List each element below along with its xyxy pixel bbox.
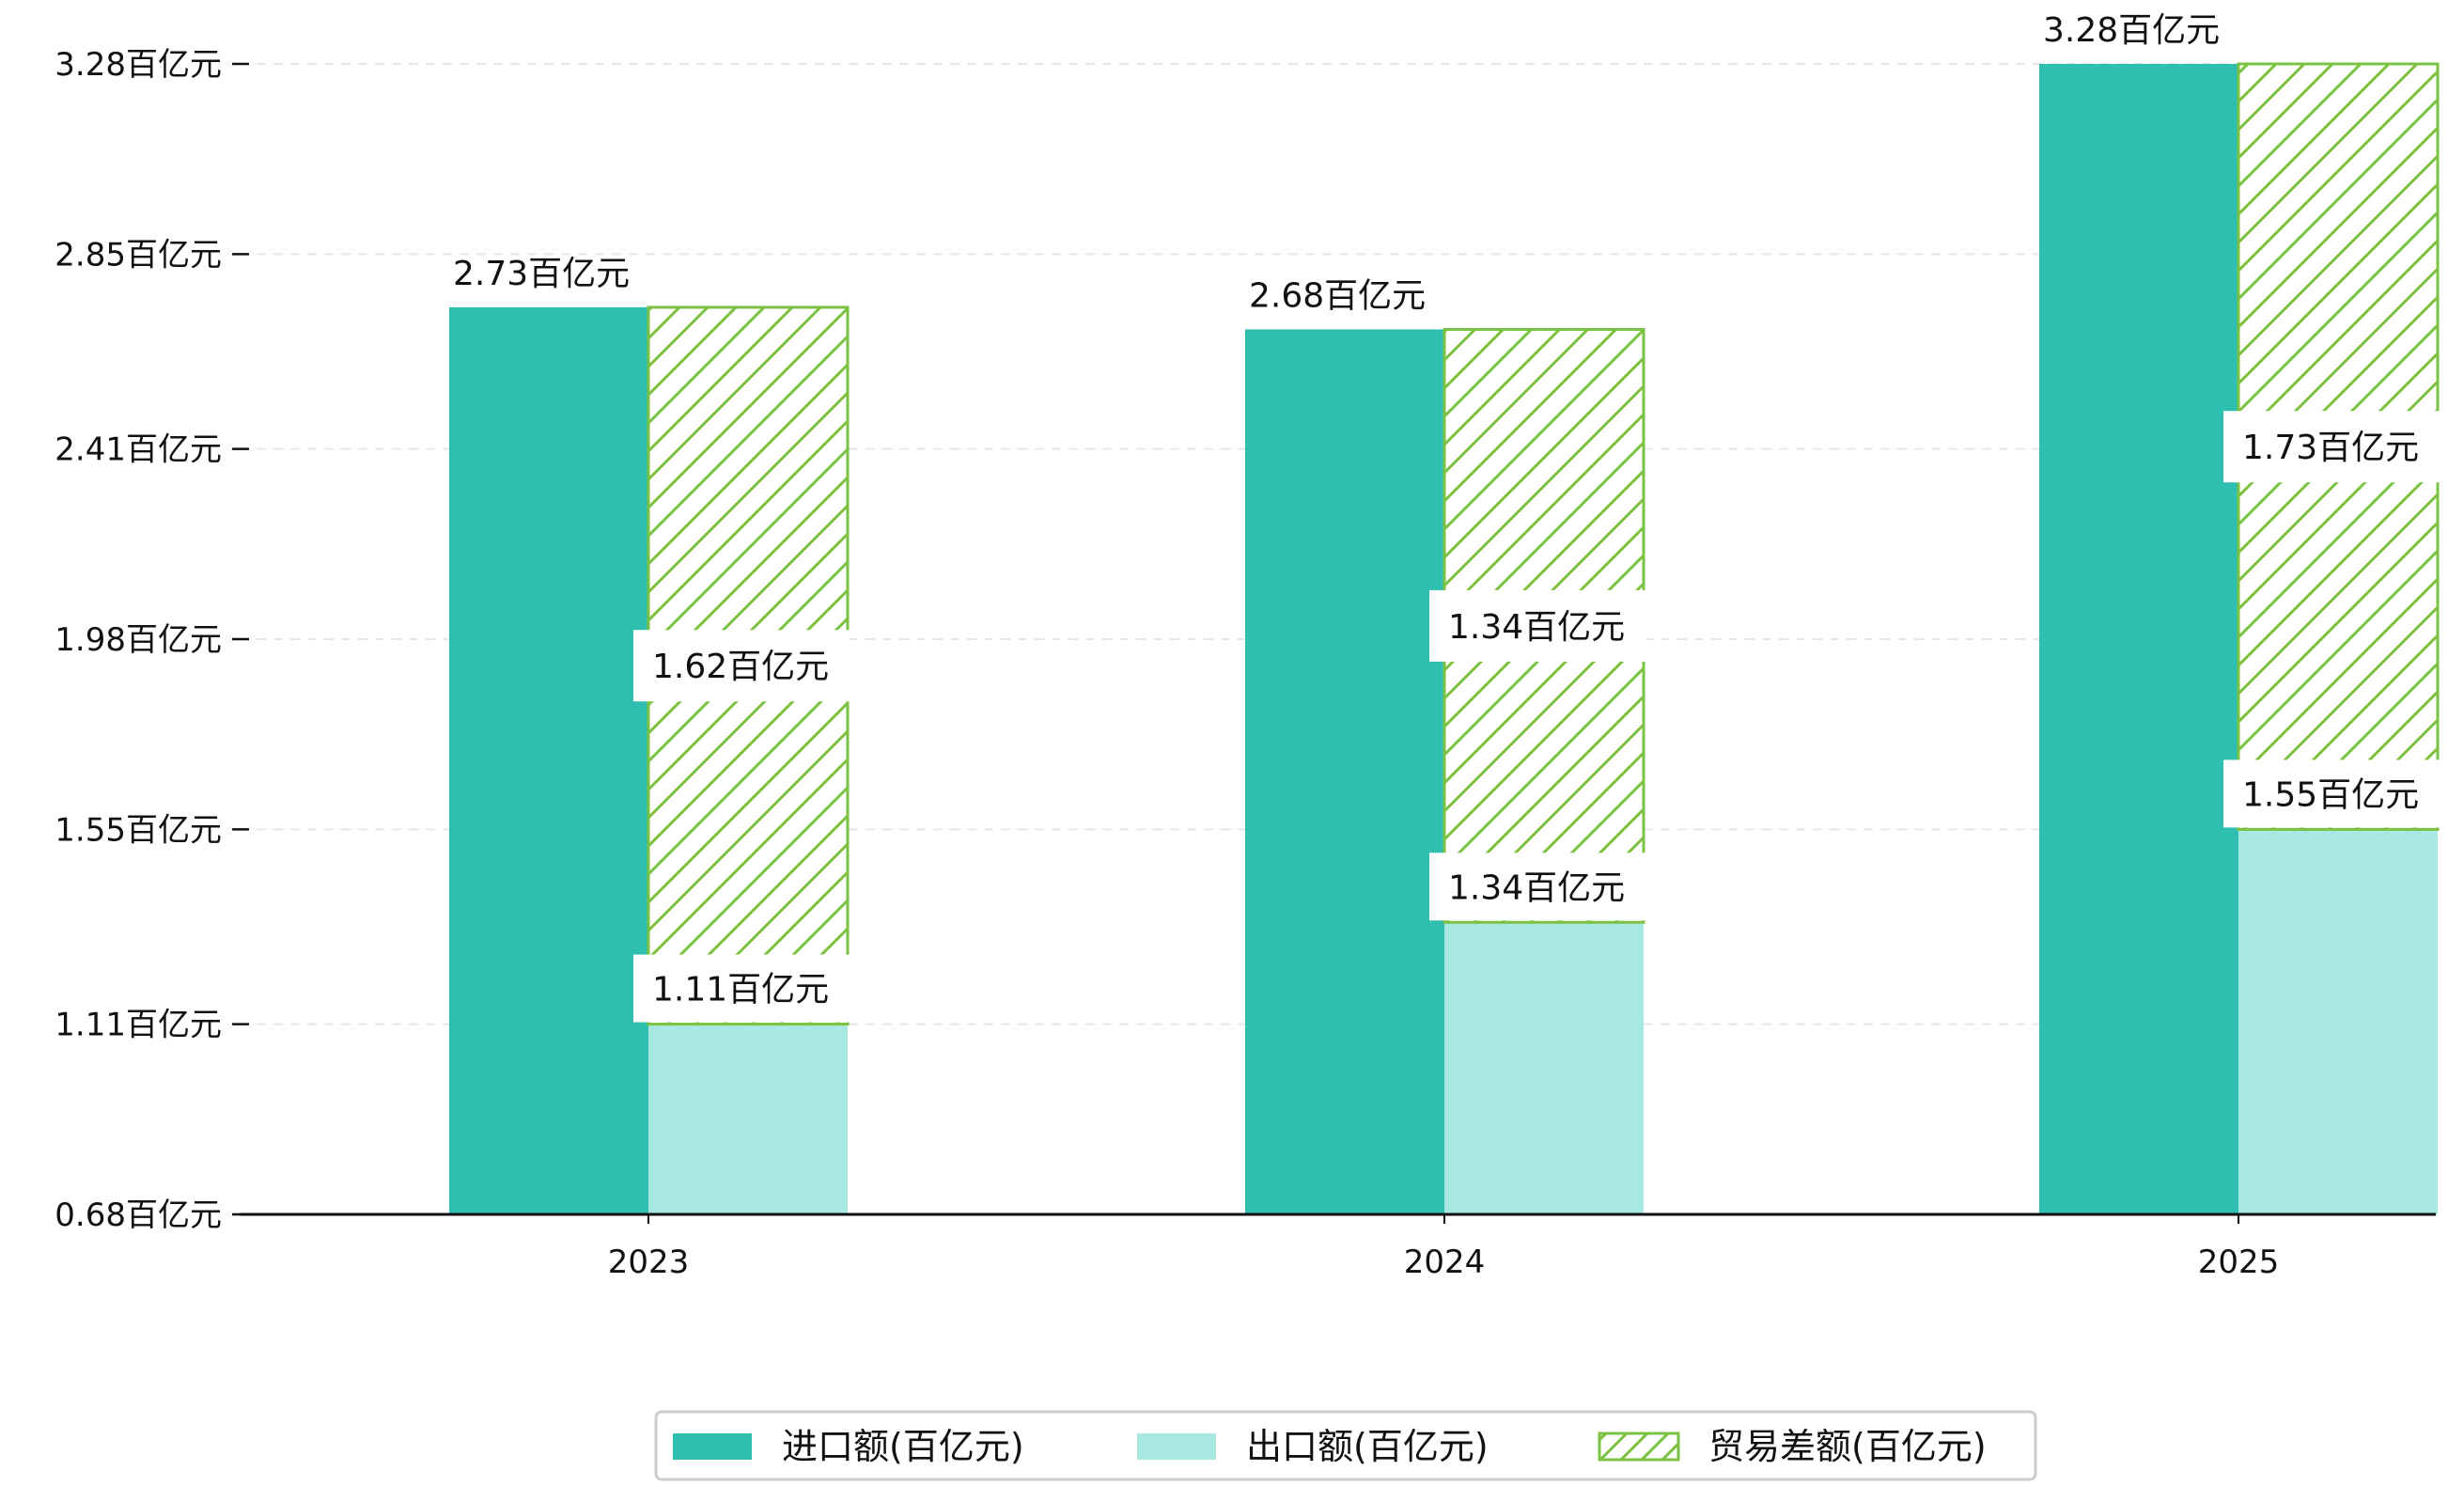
x-axis: 2023 2024 2025 [240, 1213, 2436, 1281]
export-label-box [1429, 853, 1645, 921]
legend: 进口额(百亿元) 出口额(百亿元) 贸易差额(百亿元) [654, 1410, 2037, 1481]
import-value-label: 3.28百亿元 [2043, 11, 2220, 50]
balance-label-box [1429, 589, 1645, 662]
export-value-label: 1.55百亿元 [2242, 775, 2419, 814]
export-bar [648, 1024, 848, 1214]
y-tick-label: 1.55百亿元 [55, 811, 222, 849]
balance-value-label: 1.73百亿元 [2242, 429, 2419, 467]
y-tick-label: 3.28百亿元 [55, 46, 222, 84]
y-tick-label: 1.11百亿元 [55, 1007, 222, 1044]
y-tick-label: 2.41百亿元 [55, 431, 222, 469]
balance-value-label: 1.62百亿元 [652, 648, 829, 686]
export-bar [1444, 922, 1644, 1214]
legend-label-export: 出口额(百亿元) [1246, 1426, 1489, 1467]
x-tick-label: 2024 [1404, 1244, 1486, 1281]
legend-label-balance: 贸易差额(百亿元) [1708, 1426, 1987, 1467]
balance-label-box [633, 630, 850, 702]
import-bar [2039, 64, 2238, 1214]
y-axis: 0.68百亿元 1.11百亿元 1.55百亿元 1.98百亿元 2.41百亿元 2.85百… [55, 46, 249, 1234]
export-bar [2238, 829, 2438, 1214]
import-value-label: 2.73百亿元 [453, 255, 630, 293]
legend-label-import: 进口额(百亿元) [782, 1426, 1024, 1467]
export-label-box [2223, 759, 2440, 828]
import-bar [1245, 329, 1444, 1214]
y-tick-label: 1.98百亿元 [55, 621, 222, 659]
import-value-label: 2.68百亿元 [1249, 276, 1426, 315]
balance-value-label: 1.34百亿元 [1448, 608, 1625, 647]
export-value-label: 1.34百亿元 [1448, 868, 1625, 907]
export-value-label: 1.11百亿元 [652, 971, 829, 1009]
legend-swatch-import [673, 1433, 752, 1460]
legend-swatch-balance [1598, 1432, 1680, 1462]
import-bar [449, 306, 648, 1214]
export-label-box [633, 954, 850, 1023]
x-tick-label: 2025 [2198, 1244, 2280, 1281]
x-tick-label: 2023 [608, 1244, 690, 1281]
y-tick-label: 2.85百亿元 [55, 236, 222, 274]
y-tick-label: 0.68百亿元 [55, 1197, 222, 1234]
legend-box [654, 1410, 2037, 1481]
balance-label-box [2223, 411, 2440, 483]
legend-swatch-export [1137, 1433, 1216, 1460]
data-labels: 2.73百亿元 1.11百亿元 1.62百亿元 2.68百亿元 1.34百亿元 1.34百… [453, 11, 2440, 1023]
